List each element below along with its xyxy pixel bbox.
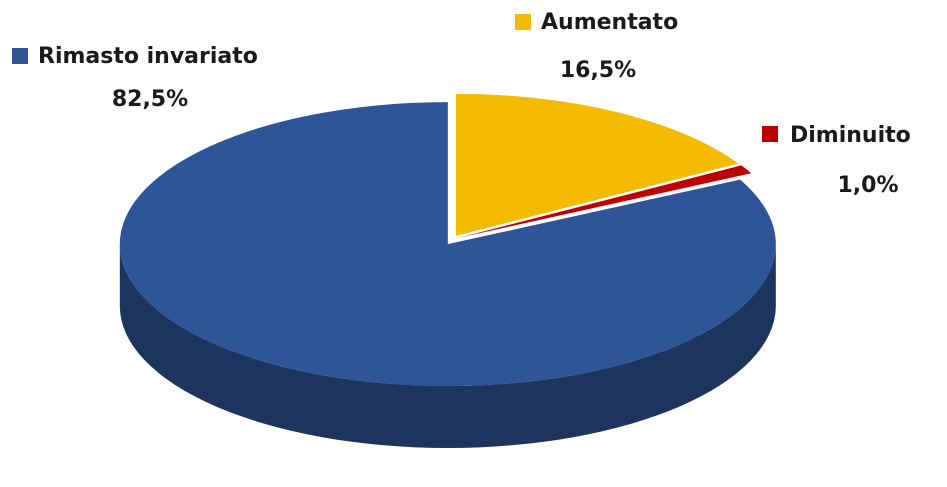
legend-swatch [762,126,778,142]
legend-swatch [12,48,28,64]
slice [455,93,739,236]
value-label: 82,5% [112,87,188,112]
category-label: Aumentato [541,10,678,35]
slice [119,102,776,387]
category-label: Rimasto invariato [38,44,258,69]
slice-side [119,244,776,449]
category-label: Diminuito [790,123,911,148]
slice [459,165,752,238]
value-label: 1,0% [837,173,898,198]
value-label: 16,5% [560,58,636,83]
legend-swatch [515,14,531,30]
